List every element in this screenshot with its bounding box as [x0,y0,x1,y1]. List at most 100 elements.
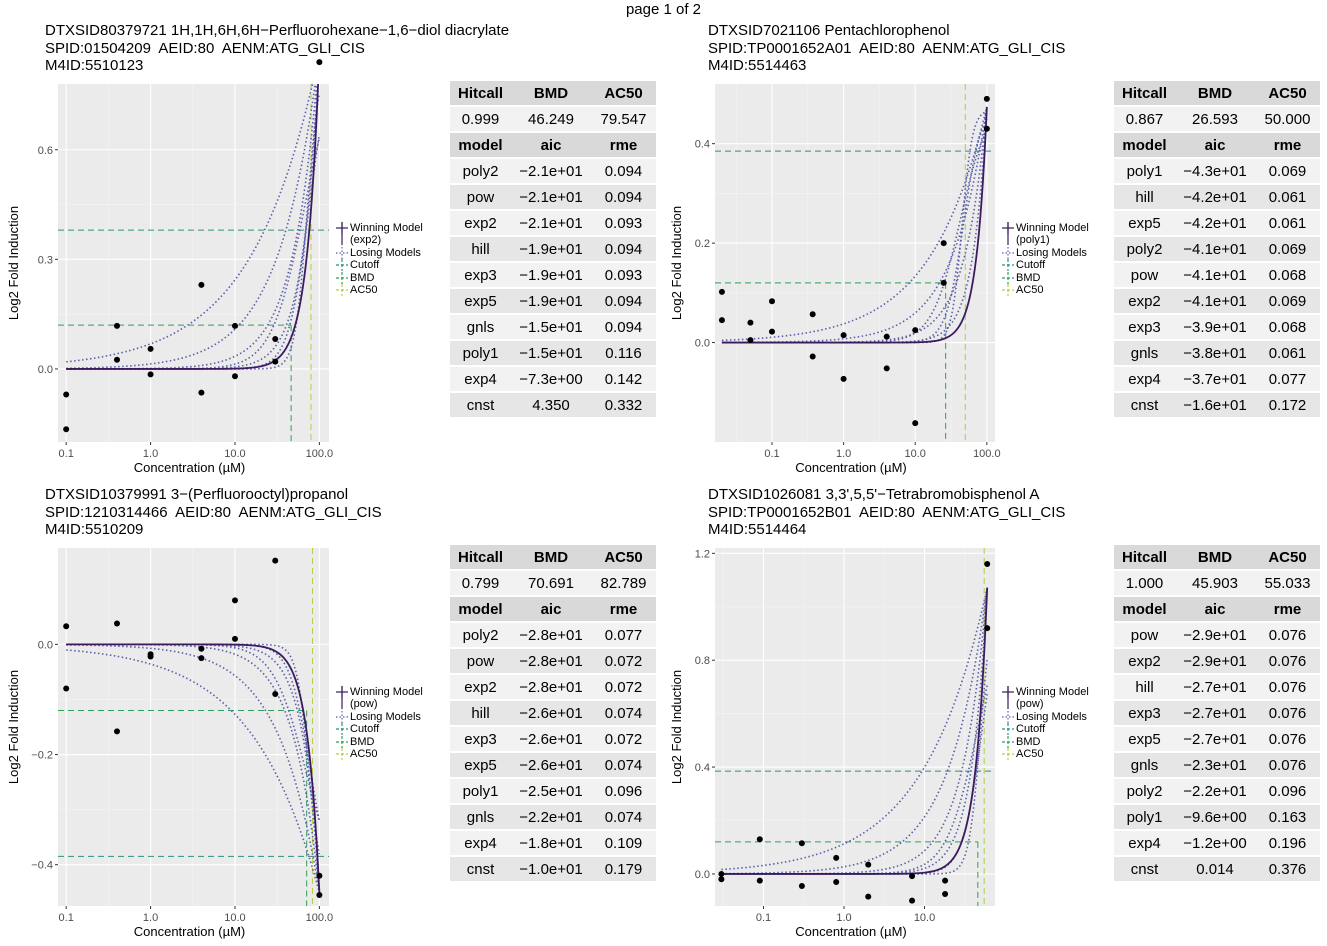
x-tick-label: 10.0 [224,912,245,924]
data-point [272,358,279,365]
y-tick-label: 0.4 [695,139,710,151]
model-row: cnst 0.014 0.376 [1114,856,1320,883]
table-cell: hill [1114,184,1175,211]
model-row: hill −1.9e+01 0.094 [450,236,656,263]
chart-panel-1: DTXSID80379721 1H,1H,6H,6H−Perfluorohexa… [0,0,663,475]
page-label: page 1 of 2 [625,1,702,18]
table-cell: −1.5e+01 [511,340,591,367]
table-cell: Hitcall [1114,545,1175,571]
summary-values-row: 0.867 26.593 50.000 [1114,106,1320,133]
table-cell: poly1 [450,778,511,805]
table-cell: cnst [1114,856,1175,883]
winning-model-curve [66,643,321,893]
table-cell: 0.077 [591,622,656,649]
table-cell: 0.163 [1255,804,1320,831]
table-cell: −2.5e+01 [511,778,591,805]
chart-title-line: SPID:1210314466 AEID:80 AENM:ATG_GLI_CIS [45,503,382,521]
table-cell: 0.076 [1255,622,1320,649]
table-cell: −2.2e+01 [511,804,591,831]
x-axis-title: Concentration (µM) [134,924,246,939]
model-row: exp2 −2.8e+01 0.072 [450,674,656,701]
table-cell: 4.350 [511,392,591,419]
model-row: exp2 −2.1e+01 0.093 [450,210,656,237]
model-row: gnls −3.8e+01 0.061 [1114,340,1320,367]
y-tick-label: 0.6 [38,145,53,157]
table-cell: exp3 [450,262,511,289]
legend-label: AC50 [1016,284,1044,296]
data-point [316,872,323,879]
model-row: poly1 −2.5e+01 0.096 [450,778,656,805]
legend-label: Cutoff [1016,259,1046,271]
table-cell: 0.074 [591,752,656,779]
curve-plot: 0.1 1.0 10.0 0.0 0.4 0.8 1.2 Concentration (µM)… [669,548,1089,939]
data-point [272,335,279,342]
data-point [147,345,154,352]
table-cell: model [1114,596,1175,623]
model-row: hill −4.2e+01 0.061 [1114,184,1320,211]
x-tick-label: 100.0 [306,448,334,460]
table-cell: −4.2e+01 [1175,184,1255,211]
table-cell: exp4 [1114,366,1175,393]
legend-label: Winning Model [350,222,423,234]
legend-label: Losing Models [1016,247,1087,259]
table-cell: −4.1e+01 [1175,262,1255,289]
model-row: poly2 −2.1e+01 0.094 [450,158,656,185]
chart-title: DTXSID80379721 1H,1H,6H,6H−Perfluorohexa… [45,22,509,75]
table-cell: gnls [1114,752,1175,779]
table-cell: rme [591,596,656,623]
table-cell: 0.076 [1255,674,1320,701]
y-tick-label: −0.4 [31,860,53,872]
table-cell: poly2 [450,158,511,185]
table-cell: 0.061 [1255,210,1320,237]
legend-label: Cutoff [350,259,380,271]
table-cell: 50.000 [1255,106,1320,133]
table-cell: 70.691 [511,570,591,597]
table-cell: 0.094 [591,184,656,211]
summary-header-row: Hitcall BMD AC50 [1114,81,1320,107]
model-row: poly1 −9.6e+00 0.163 [1114,804,1320,831]
model-row: poly1 −1.5e+01 0.116 [450,340,656,367]
data-point [912,327,919,334]
table-cell: poly1 [450,340,511,367]
model-row: exp2 −4.1e+01 0.069 [1114,288,1320,315]
table-cell: exp3 [1114,314,1175,341]
table-cell: 0.142 [591,366,656,393]
model-row: exp5 −4.2e+01 0.061 [1114,210,1320,237]
data-point [231,322,238,329]
table-cell: 0.867 [1114,106,1175,133]
chart-title-line: M4ID:5510123 [45,57,144,74]
x-tick-label: 100.0 [973,448,1001,460]
data-point [316,59,323,66]
x-tick-label: 0.1 [59,912,74,924]
data-point [231,597,238,604]
table-cell: 45.903 [1175,570,1255,597]
table-cell: aic [1175,132,1255,159]
plot-background [715,84,995,442]
table-cell: hill [1114,674,1175,701]
table-cell: 0.093 [591,210,656,237]
table-cell: −7.3e+00 [511,366,591,393]
legend-label: (poly1) [1016,234,1050,246]
data-point [272,690,279,697]
table-cell: 0.077 [1255,366,1320,393]
chart-panel-3: DTXSID10379991 3−(Perfluorooctyl)propano… [0,464,663,939]
y-axis-title: Log2 Fold Induction [669,206,684,320]
table-cell: −2.1e+01 [511,158,591,185]
data-point [231,373,238,380]
table-cell: −4.2e+01 [1175,210,1255,237]
y-axis-title: Log2 Fold Induction [669,670,684,784]
table-cell: 0.094 [591,158,656,185]
summary-header-row: Hitcall BMD AC50 [450,545,656,571]
table-cell: 0.072 [591,648,656,675]
model-header-row: model aic rme [1114,596,1320,623]
chart-title-line: DTXSID80379721 1H,1H,6H,6H−Perfluorohexa… [45,22,510,39]
data-point [63,685,70,692]
data-point [798,840,805,847]
x-tick-label: 1.0 [143,912,158,924]
table-cell: 0.094 [591,236,656,263]
table-cell: exp2 [1114,288,1175,315]
data-point [940,240,947,247]
chart-title-line: M4ID:5514464 [708,521,807,538]
plot-background [58,84,329,442]
table-cell: exp5 [1114,210,1175,237]
